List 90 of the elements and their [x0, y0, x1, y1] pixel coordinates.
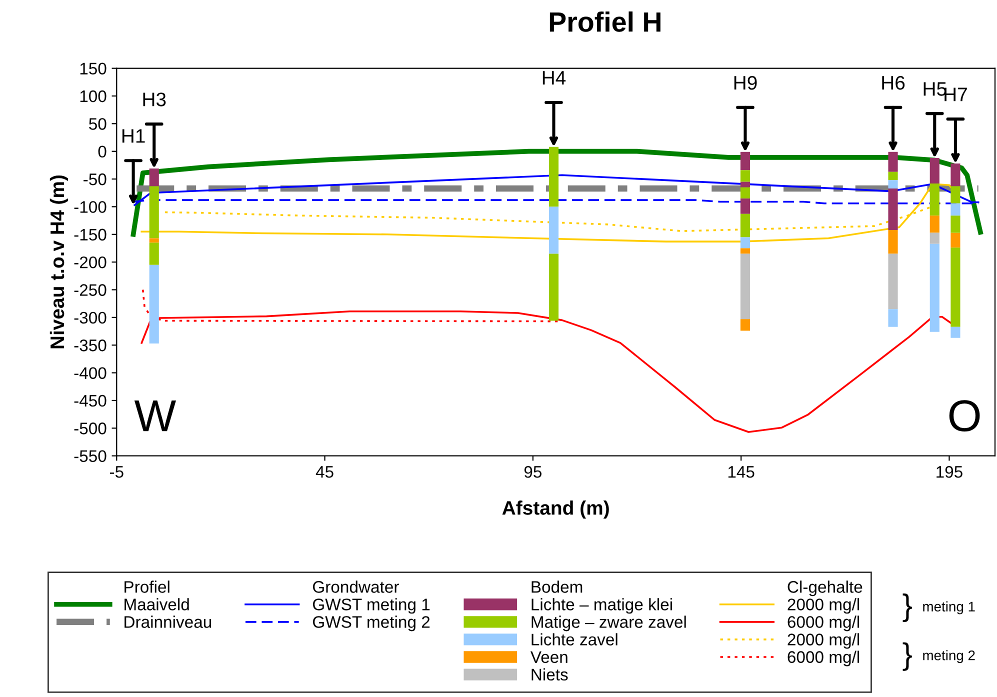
legend-label: Lichte zavel: [532, 633, 618, 646]
legend-label: Drainniveau: [124, 616, 212, 628]
legend-label: Niets: [532, 668, 568, 681]
legend-label: 2000 mg/l: [788, 633, 860, 649]
x-tick-label: -5: [110, 466, 124, 478]
bar: [888, 188, 898, 230]
bar: [548, 146, 559, 207]
bar: [149, 264, 159, 344]
legend-label: 6000 mg/l: [788, 616, 860, 632]
legend-label: 6000 mg/l: [788, 650, 860, 666]
bar: [548, 206, 559, 254]
legend-label: 2000 mg/l: [788, 598, 860, 614]
y-tick-label: -400: [74, 367, 106, 379]
y-tick-label: -100: [74, 201, 106, 213]
annotation: H4: [542, 71, 566, 85]
bar: [888, 254, 898, 310]
bar: [740, 182, 750, 188]
bar: [149, 186, 159, 238]
bar: [888, 309, 898, 327]
bar: [950, 203, 960, 216]
bar: [950, 216, 960, 233]
text: meting 2: [923, 650, 975, 664]
bar: [930, 216, 940, 233]
y-tick-label: 50: [89, 118, 106, 130]
bar: [740, 214, 750, 238]
bar: [548, 254, 559, 321]
bar: [950, 186, 960, 204]
annotation: H1: [122, 129, 145, 143]
text: }: [902, 594, 912, 622]
y-axis-title: Niveau t.o.v H4 (m): [50, 176, 68, 348]
y-tick-label: -450: [74, 394, 106, 407]
bar: [930, 183, 940, 216]
text: meting 1: [923, 601, 975, 614]
text: }: [902, 642, 912, 671]
chart-title: Profiel H: [550, 11, 660, 32]
bar: [930, 232, 940, 244]
legend-label: Lichte – matige klei: [532, 598, 672, 614]
bar: [740, 152, 750, 170]
bar: [740, 187, 750, 198]
y-tick-label: -350: [74, 340, 106, 352]
annotation: H9: [734, 76, 757, 90]
y-tick-label: -200: [74, 256, 106, 268]
bar: [149, 168, 159, 186]
line-series: [130, 148, 983, 237]
y-tick-label: -550: [74, 450, 106, 462]
bar: [740, 198, 750, 214]
bar: [950, 326, 960, 338]
bar: [740, 319, 750, 331]
x-axis-title: Afstand (m): [502, 500, 609, 519]
y-tick-label: -50: [84, 173, 106, 186]
text: Profiel: [124, 580, 170, 593]
annotation: W: [134, 400, 176, 432]
bar: [740, 237, 750, 248]
y-tick-label: 150: [80, 62, 106, 75]
y-tick-label: -500: [74, 422, 106, 434]
annotation: O: [949, 400, 980, 432]
y-tick-label: -150: [74, 228, 106, 241]
y-tick-label: 0: [98, 146, 106, 158]
bar: [888, 180, 898, 188]
annotation: H3: [143, 92, 166, 106]
bar: [149, 242, 159, 265]
legend-label: Matige – zware zavel: [532, 616, 686, 632]
line-series: [164, 202, 942, 232]
legend-label: Veen: [530, 651, 568, 663]
bar: [740, 254, 750, 320]
x-tick-label: 195: [936, 466, 962, 478]
bar: [740, 170, 750, 182]
bar: [950, 164, 960, 186]
text: Bodem: [532, 580, 582, 593]
bar: [888, 152, 898, 172]
legend-label: GWST meting 1: [312, 598, 430, 614]
text: Cl-gehalte: [788, 580, 862, 596]
text: Grondwater: [312, 580, 399, 593]
x-tick-label: 95: [524, 466, 542, 478]
bar: [930, 244, 940, 332]
x-tick-label: 145: [728, 466, 754, 478]
y-tick-label: 100: [80, 90, 106, 102]
annotation: H5: [924, 82, 946, 96]
bar: [888, 172, 898, 180]
x-tick-label: 45: [316, 466, 334, 478]
bar: [950, 248, 960, 327]
bar: [930, 158, 940, 184]
legend-label: GWST meting 2: [312, 616, 430, 632]
annotation: H6: [882, 76, 905, 90]
y-tick-label: -250: [74, 284, 106, 296]
bar: [740, 248, 750, 254]
y-tick-label: -300: [74, 312, 106, 324]
bar: [888, 230, 898, 254]
legend-label: Maaiveld: [124, 598, 189, 610]
bar: [950, 232, 960, 248]
